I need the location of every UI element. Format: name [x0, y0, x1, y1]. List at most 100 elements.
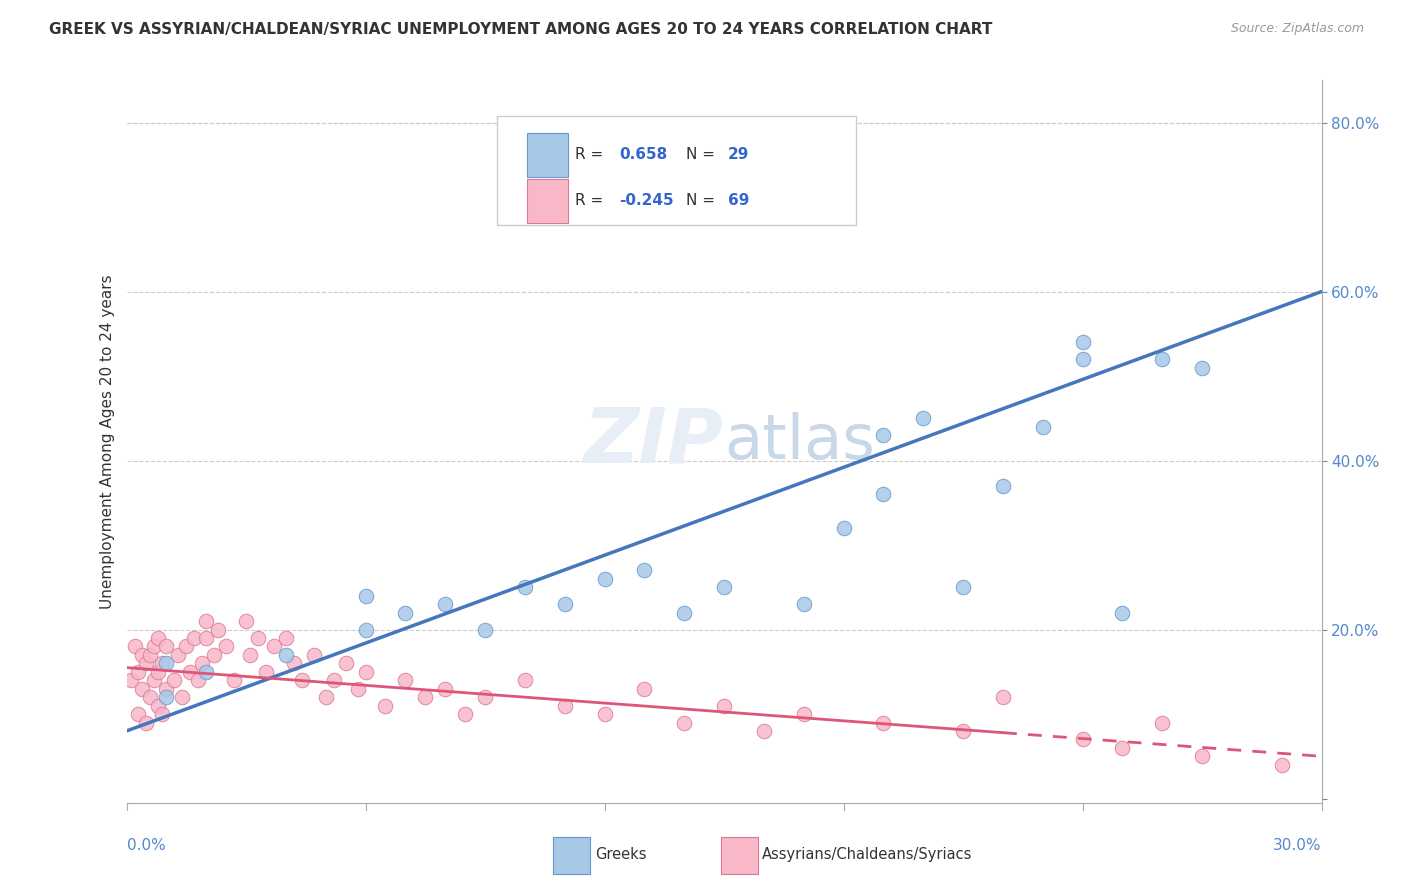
Text: N =: N = — [686, 147, 714, 162]
Point — [127, 665, 149, 679]
Point — [394, 673, 416, 688]
Text: ZIP: ZIP — [585, 405, 724, 478]
Text: R =: R = — [575, 147, 603, 162]
Point — [315, 690, 337, 705]
Point — [127, 707, 149, 722]
Point — [752, 723, 775, 738]
Point — [673, 606, 696, 620]
Text: 0.0%: 0.0% — [127, 838, 166, 854]
Point — [394, 606, 416, 620]
FancyBboxPatch shape — [498, 116, 855, 225]
Point — [195, 665, 218, 679]
Point — [593, 572, 616, 586]
Point — [131, 648, 153, 662]
Point — [155, 640, 177, 654]
Point — [174, 640, 197, 654]
Point — [872, 428, 894, 442]
Point — [335, 657, 357, 671]
Point — [513, 673, 536, 688]
Point — [222, 673, 246, 688]
Point — [1071, 352, 1094, 367]
Point — [195, 631, 218, 645]
Point — [434, 597, 457, 611]
Point — [274, 631, 297, 645]
Point — [239, 648, 262, 662]
Point — [155, 681, 177, 696]
Text: 69: 69 — [728, 194, 749, 208]
Point — [752, 209, 775, 223]
Point — [207, 623, 229, 637]
Point — [155, 657, 177, 671]
Point — [633, 563, 655, 577]
Point — [1271, 757, 1294, 772]
Point — [554, 597, 576, 611]
Point — [254, 665, 277, 679]
Point — [474, 623, 496, 637]
Point — [673, 715, 696, 730]
Point — [832, 521, 855, 535]
Point — [148, 698, 170, 713]
Point — [283, 657, 305, 671]
Point — [1111, 606, 1133, 620]
Point — [713, 698, 735, 713]
Point — [354, 589, 377, 603]
Point — [1191, 360, 1213, 375]
Point — [952, 723, 974, 738]
FancyBboxPatch shape — [527, 178, 568, 223]
Point — [155, 690, 177, 705]
Point — [143, 673, 166, 688]
Point — [374, 698, 396, 713]
Point — [235, 614, 257, 628]
Point — [513, 580, 536, 594]
Point — [131, 681, 153, 696]
Point — [274, 648, 297, 662]
FancyBboxPatch shape — [527, 133, 568, 177]
Text: 30.0%: 30.0% — [1274, 838, 1322, 854]
Point — [346, 681, 368, 696]
Point — [163, 673, 186, 688]
Point — [633, 681, 655, 696]
Point — [474, 690, 496, 705]
Point — [148, 665, 170, 679]
Text: 0.658: 0.658 — [619, 147, 668, 162]
Point — [247, 631, 270, 645]
Text: Assyrians/Chaldeans/Syriacs: Assyrians/Chaldeans/Syriacs — [762, 847, 973, 863]
Point — [322, 673, 344, 688]
Point — [291, 673, 314, 688]
Text: -0.245: -0.245 — [619, 194, 673, 208]
Point — [215, 640, 238, 654]
Point — [991, 479, 1014, 493]
Point — [148, 631, 170, 645]
Point — [1152, 715, 1174, 730]
Point — [793, 707, 815, 722]
Point — [1032, 419, 1054, 434]
Point — [302, 648, 325, 662]
FancyBboxPatch shape — [720, 837, 758, 873]
Point — [135, 715, 157, 730]
Point — [952, 580, 974, 594]
Point — [1191, 749, 1213, 764]
Point — [354, 665, 377, 679]
Point — [124, 640, 146, 654]
Text: R =: R = — [575, 194, 603, 208]
Text: Greeks: Greeks — [595, 847, 647, 863]
Y-axis label: Unemployment Among Ages 20 to 24 years: Unemployment Among Ages 20 to 24 years — [100, 274, 115, 609]
Text: Source: ZipAtlas.com: Source: ZipAtlas.com — [1230, 22, 1364, 36]
Text: 29: 29 — [728, 147, 749, 162]
Point — [150, 657, 174, 671]
Point — [872, 715, 894, 730]
Point — [187, 673, 209, 688]
Point — [1071, 732, 1094, 747]
Point — [1111, 740, 1133, 755]
Point — [872, 487, 894, 501]
Point — [1071, 335, 1094, 350]
Point — [263, 640, 285, 654]
Point — [1152, 352, 1174, 367]
Point — [172, 690, 194, 705]
FancyBboxPatch shape — [553, 837, 591, 873]
Point — [195, 614, 218, 628]
Point — [991, 690, 1014, 705]
Point — [912, 411, 935, 425]
Text: N =: N = — [686, 194, 714, 208]
Point — [139, 648, 162, 662]
